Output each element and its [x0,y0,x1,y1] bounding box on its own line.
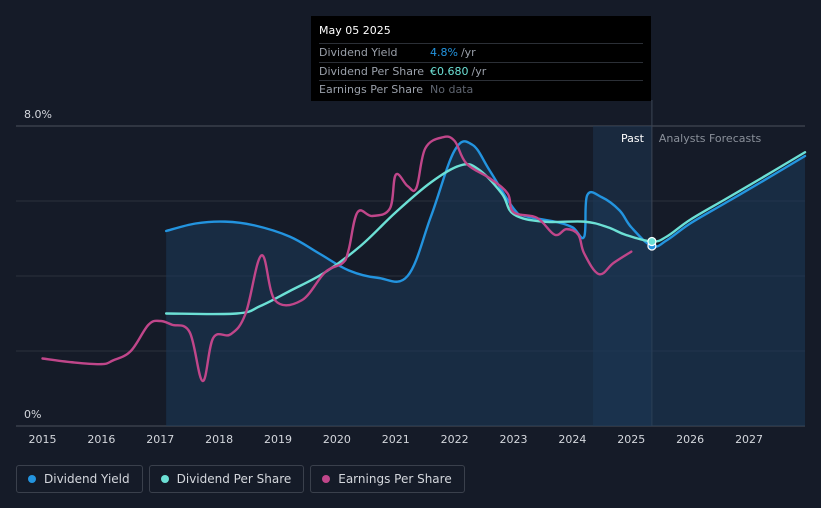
tooltip-value: No data [430,83,474,96]
tooltip-value: €0.680 [430,64,469,78]
tooltip-value: 4.8% [430,46,458,59]
dot-icon [322,475,331,483]
data-tooltip: May 05 2025 Dividend Yield 4.8% /yr Divi… [311,16,651,101]
tooltip-label: Dividend Yield [319,46,398,59]
x-tick-label: 2015 [28,433,56,446]
x-tick-label: 2026 [676,433,704,446]
x-tick-label: 2021 [382,433,410,446]
area-fills [166,141,806,426]
legend-label: Dividend Yield [44,472,130,486]
tooltip-date: May 05 2025 [319,24,391,37]
x-axis-ticks: 2015 2016 2017 2018 2019 2020 2021 2022 2023 2024… [28,433,763,446]
x-tick-label: 2019 [264,433,292,446]
tooltip-row-dividend-per-share: Dividend Per Share €0.680 /yr [319,61,643,81]
tooltip-row-dividend-yield: Dividend Yield 4.8% /yr [319,43,643,62]
x-tick-label: 2020 [323,433,351,446]
y-tick-label: 0% [24,408,41,421]
y-tick-label: 8.0% [24,108,52,121]
legend: Dividend Yield Dividend Per Share Earnin… [16,465,465,493]
x-tick-label: 2025 [617,433,645,446]
tooltip-unit: /yr [460,46,476,59]
series-lines [41,135,807,383]
legend-label: Dividend Per Share [176,472,292,486]
x-tick-label: 2023 [500,433,528,446]
marker-dividend-per-share [647,236,657,247]
series-markers [647,236,657,251]
dot-icon [160,475,169,483]
x-tick-label: 2024 [558,433,586,446]
tooltip-row-earnings-per-share: Earnings Per Share No data [319,80,643,99]
series-line-earnings-per-share [41,135,633,383]
x-tick-label: 2027 [735,433,763,446]
tooltip-label: Dividend Per Share [319,64,425,78]
legend-dividend-yield[interactable]: Dividend Yield [16,465,143,493]
area-dividend-yield [166,141,806,426]
legend-earnings-per-share[interactable]: Earnings Per Share [310,465,465,493]
y-axis-ticks: 8.0% 0% [24,108,52,421]
legend-label: Earnings Per Share [338,472,452,486]
forecast-label: Analysts Forecasts [659,132,762,145]
legend-dividend-per-share[interactable]: Dividend Per Share [148,465,305,493]
x-tick-label: 2017 [146,433,174,446]
x-tick-label: 2022 [441,433,469,446]
x-tick-label: 2016 [87,433,115,446]
tooltip-label: Earnings Per Share [319,83,424,96]
dot-icon [28,475,36,483]
series-line-dividend-per-share [164,151,807,316]
tooltip-unit: /yr [471,64,487,78]
past-label: Past [621,132,645,145]
x-tick-label: 2018 [205,433,233,446]
